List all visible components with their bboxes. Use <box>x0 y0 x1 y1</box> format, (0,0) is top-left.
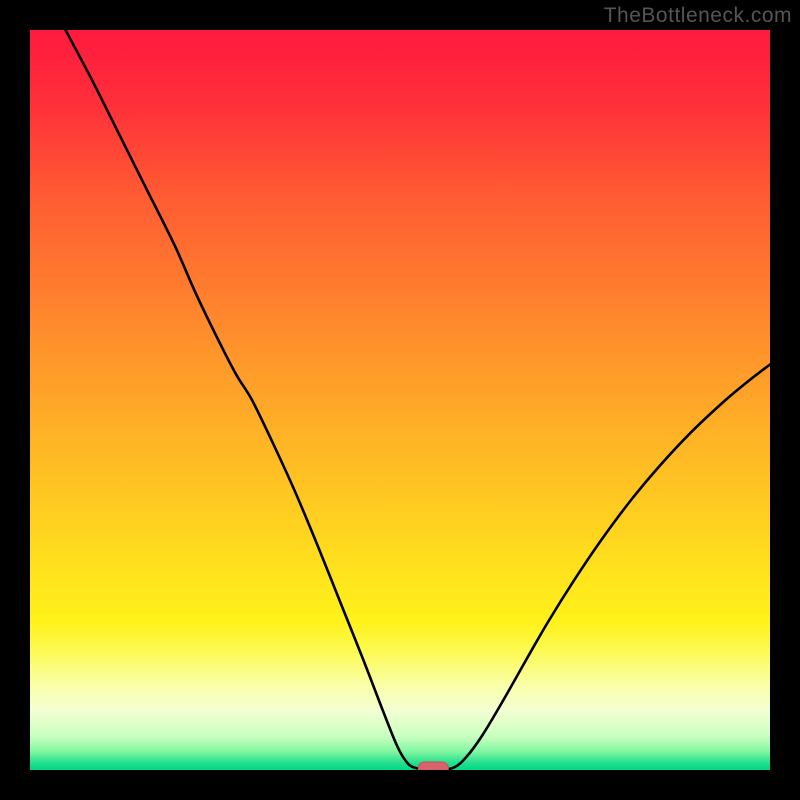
chart-frame: TheBottleneck.com <box>0 0 800 800</box>
watermark-text: TheBottleneck.com <box>604 4 792 28</box>
plot-area <box>30 30 770 770</box>
bottleneck-chart <box>0 0 800 800</box>
